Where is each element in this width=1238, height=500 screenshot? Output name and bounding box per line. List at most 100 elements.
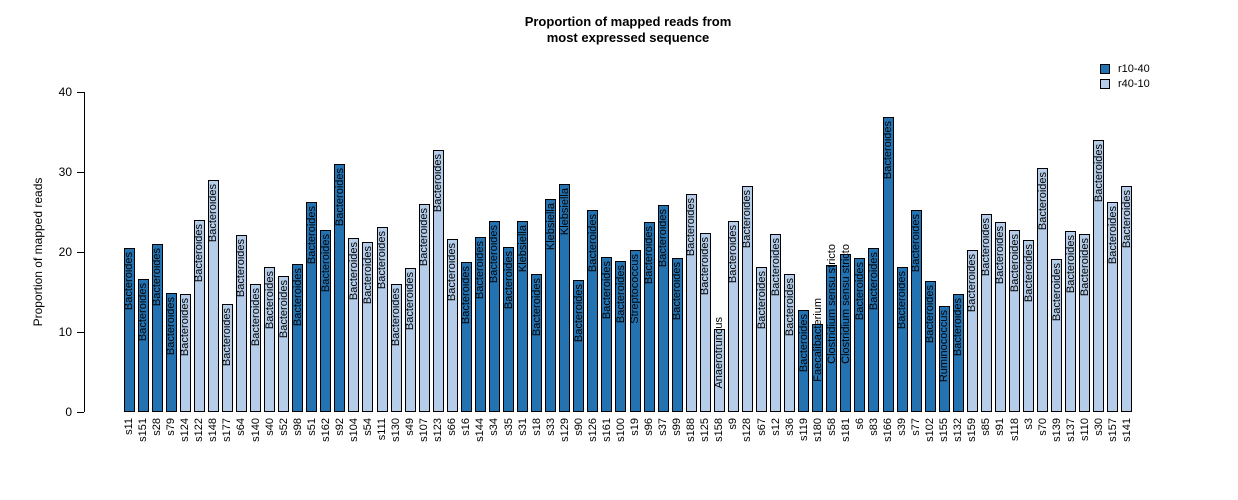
bar-s122 <box>194 220 205 412</box>
bar-s85 <box>981 214 992 412</box>
legend-label-r10-40: r10-40 <box>1118 63 1150 75</box>
bar-s110 <box>1079 234 1090 412</box>
bar-s3 <box>1023 240 1034 412</box>
bar-taxon-label: Bacteroides <box>418 208 431 267</box>
bar-taxon-label: Klebsiella <box>558 188 571 236</box>
bar-taxon-label: Bacteroides <box>797 314 810 373</box>
bar-s180 <box>812 324 823 412</box>
x-tick-label: s144 <box>474 418 487 442</box>
x-tick-label: s39 <box>896 418 909 436</box>
bar-s140 <box>250 284 261 412</box>
bar-taxon-label: Bacteroides <box>488 225 501 284</box>
x-tick-label: s16 <box>460 418 473 436</box>
x-tick-label: s54 <box>361 418 374 436</box>
bar-taxon-label: Bacteroides <box>980 218 993 277</box>
bar-taxon-label: Bacteroides <box>319 234 332 293</box>
x-tick-label: s128 <box>741 418 754 442</box>
bar-s159 <box>967 250 978 412</box>
x-tick-label: s9 <box>727 418 740 430</box>
x-tick-label: s36 <box>783 418 796 436</box>
bar-taxon-label: Clostridium sensu stricto <box>825 243 838 364</box>
bar-s104 <box>348 238 359 412</box>
y-tick-label: 30 <box>58 165 72 179</box>
x-tick-label: s49 <box>404 418 417 436</box>
bar-taxon-label: Bacteroides <box>361 246 374 305</box>
bar-taxon-label: Bacteroides <box>1078 238 1091 297</box>
bar-taxon-label: Klebsiella <box>544 203 557 251</box>
y-tick-label: 0 <box>65 405 72 419</box>
bar-s102 <box>925 281 936 412</box>
bar-s35 <box>503 247 514 412</box>
y-tick-mark <box>77 252 84 253</box>
x-tick-label: s90 <box>572 418 585 436</box>
x-tick-label: s159 <box>966 418 979 442</box>
x-tick-label: s3 <box>1022 418 1035 430</box>
bar-s162 <box>320 230 331 412</box>
bar-s100 <box>615 261 626 412</box>
chart-title-line1: Proportion of mapped reads from <box>524 14 732 29</box>
bar-s132 <box>953 294 964 412</box>
bar-s148 <box>208 180 219 412</box>
bar-s166 <box>883 117 894 412</box>
bar-taxon-label: Bacteroides <box>657 209 670 268</box>
bar-taxon-label: Bacteroides <box>586 214 599 273</box>
bar-taxon-label: Bacteroides <box>1008 234 1021 293</box>
x-tick-label: s181 <box>839 418 852 442</box>
bar-s125 <box>700 233 711 412</box>
bar-taxon-label: Bacteroides <box>333 168 346 227</box>
bar-s9 <box>728 221 739 412</box>
x-tick-label: s129 <box>558 418 571 442</box>
bar-s139 <box>1051 259 1062 412</box>
bar-s126 <box>587 210 598 412</box>
x-tick-label: s118 <box>1008 418 1021 442</box>
x-tick-label: s155 <box>938 418 951 442</box>
x-tick-label: s130 <box>390 418 403 442</box>
bar-taxon-label: Klebsiella <box>516 225 529 273</box>
bar-s157 <box>1107 202 1118 412</box>
x-tick-label: s100 <box>614 418 627 442</box>
bar-taxon-label: Bacteroides <box>685 198 698 257</box>
bar-s79 <box>166 293 177 412</box>
x-tick-label: s92 <box>333 418 346 436</box>
x-tick-label: s33 <box>544 418 557 436</box>
bar-s11 <box>124 248 135 412</box>
x-tick-label: s124 <box>179 418 192 442</box>
bar-s119 <box>798 310 809 412</box>
x-tick-label: s52 <box>277 418 290 436</box>
legend-entry-r10-40: r10-40 <box>1100 62 1150 76</box>
x-tick-label: s64 <box>235 418 248 436</box>
x-tick-label: s104 <box>347 418 360 442</box>
bar-s12 <box>770 234 781 412</box>
x-tick-label: s70 <box>1036 418 1049 436</box>
bar-s39 <box>897 267 908 412</box>
x-tick-label: s132 <box>952 418 965 442</box>
bar-s107 <box>419 204 430 412</box>
bar-s28 <box>152 244 163 412</box>
x-tick-label: s119 <box>797 418 810 442</box>
x-tick-label: s141 <box>1120 418 1133 442</box>
bar-taxon-label: Bacteroides <box>994 226 1007 285</box>
bar-s37 <box>658 205 669 412</box>
x-tick-label: s28 <box>151 418 164 436</box>
bar-taxon-label: Bacteroides <box>474 241 487 300</box>
bar-s34 <box>489 221 500 412</box>
bar-taxon-label: Bacteroides <box>376 231 389 290</box>
bar-s92 <box>334 164 345 412</box>
bar-s52 <box>278 276 289 412</box>
bar-s99 <box>672 258 683 412</box>
x-tick-label: s96 <box>643 418 656 436</box>
x-tick-label: s151 <box>137 418 150 442</box>
bar-taxon-label: Bacteroides <box>193 224 206 283</box>
bar-s77 <box>911 210 922 412</box>
y-tick-label: 40 <box>58 85 72 99</box>
legend-entry-r40-10: r40-10 <box>1100 77 1150 91</box>
x-tick-label: s107 <box>418 418 431 442</box>
bar-s66 <box>447 239 458 412</box>
bar-taxon-label: Bacteroides <box>179 298 192 357</box>
x-tick-label: s180 <box>811 418 824 442</box>
bar-s91 <box>995 222 1006 412</box>
x-tick-label: s12 <box>769 418 782 436</box>
bar-taxon-label: Bacteroides <box>235 239 248 298</box>
bar-s155 <box>939 306 950 412</box>
bar-s83 <box>868 248 879 412</box>
